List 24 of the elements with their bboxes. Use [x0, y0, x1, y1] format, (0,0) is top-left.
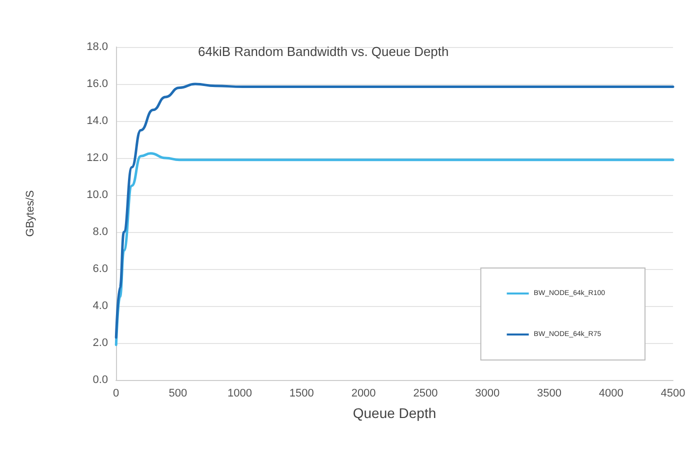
x-tick-label: 2500: [413, 388, 438, 400]
y-tick-label: 10.0: [86, 189, 108, 201]
y-tick-label: 16.0: [86, 78, 108, 90]
y-tick-label: 12.0: [86, 152, 108, 164]
y-tick-label: 8.0: [92, 226, 108, 238]
y-tick-label: 6.0: [92, 263, 108, 275]
y-tick-label: 14.0: [86, 115, 108, 127]
x-tick-label: 4500: [660, 388, 686, 400]
chart-title: 64kiB Random Bandwidth vs. Queue Depth: [198, 44, 449, 59]
y-axis-title: GBytes/S: [24, 190, 36, 237]
x-axis-title: Queue Depth: [352, 405, 436, 421]
line-series: [114, 82, 674, 339]
y-tick-label: 0.0: [92, 374, 108, 386]
x-tick-label: 4000: [598, 388, 624, 400]
y-tick-label: 4.0: [92, 300, 108, 312]
x-tick-label: 1500: [289, 388, 314, 400]
y-tick-label: 2.0: [92, 337, 108, 349]
x-tick-label: 3000: [475, 388, 500, 400]
y-tick-label: 18.0: [86, 41, 108, 53]
x-tick-label: 2000: [351, 388, 376, 400]
x-tick-label: 500: [168, 388, 188, 400]
x-tick-label: 3500: [536, 388, 562, 400]
x-tick-label: 1000: [228, 388, 252, 400]
x-tick-label: 0: [112, 388, 120, 400]
